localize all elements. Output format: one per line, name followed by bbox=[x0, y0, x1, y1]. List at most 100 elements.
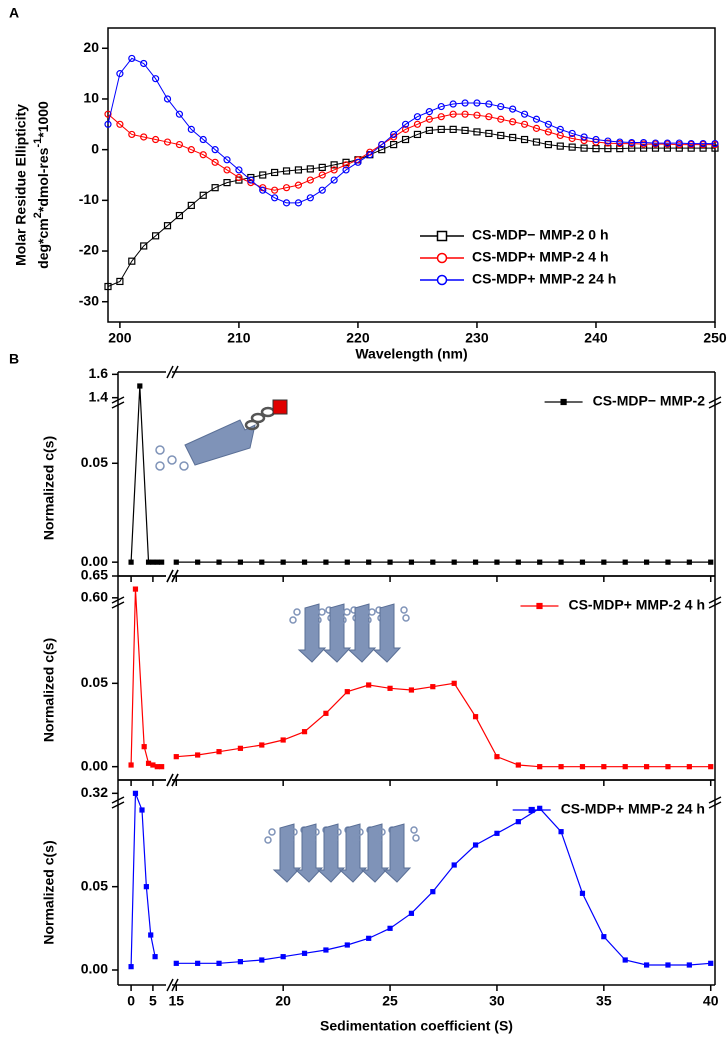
data-point bbox=[104, 120, 112, 128]
data-point bbox=[532, 115, 541, 123]
data-point bbox=[318, 163, 326, 171]
data-point bbox=[306, 176, 314, 184]
data-point bbox=[247, 176, 255, 184]
data-point bbox=[461, 126, 469, 134]
data-point bbox=[485, 113, 493, 121]
data-point bbox=[211, 146, 219, 154]
data-point bbox=[387, 685, 393, 691]
data-point bbox=[708, 559, 714, 565]
x-axis-label: Wavelength (nm) bbox=[355, 346, 467, 362]
x-tick-label: 240 bbox=[584, 330, 608, 346]
y-tick-label: 0.05 bbox=[81, 877, 108, 893]
data-point bbox=[580, 136, 588, 145]
fibril-icon bbox=[264, 823, 420, 883]
series-line bbox=[130, 385, 711, 563]
data-point bbox=[711, 144, 719, 152]
data-point bbox=[154, 559, 160, 565]
y-tick-label: 0.32 bbox=[81, 784, 108, 800]
data-point bbox=[601, 559, 607, 565]
data-point bbox=[711, 139, 719, 148]
data-point bbox=[520, 120, 529, 128]
data-point bbox=[665, 559, 671, 565]
data-point bbox=[318, 186, 326, 194]
y-axis-label-part: -1 bbox=[32, 138, 44, 148]
data-point bbox=[413, 130, 422, 139]
data-point bbox=[330, 176, 338, 184]
legend-label: CS-MDP+ MMP-2 4 h bbox=[472, 249, 609, 265]
x-tick-label: 210 bbox=[227, 330, 251, 346]
data-point bbox=[449, 100, 457, 108]
y-tick-label: 1.6 bbox=[89, 365, 109, 381]
data-point bbox=[509, 133, 517, 142]
data-point bbox=[537, 764, 543, 770]
series-line bbox=[107, 113, 715, 191]
data-point bbox=[663, 144, 671, 152]
data-point bbox=[280, 737, 286, 743]
axis-break bbox=[111, 601, 125, 609]
data-point bbox=[532, 138, 541, 146]
x-tick-label: 250 bbox=[703, 330, 727, 346]
axis-break bbox=[171, 569, 179, 583]
data-point bbox=[223, 166, 231, 174]
data-point bbox=[473, 128, 481, 136]
y-tick-label: 0 bbox=[91, 140, 99, 156]
data-point bbox=[216, 749, 222, 755]
data-point bbox=[580, 144, 588, 152]
data-point bbox=[173, 960, 179, 966]
data-point bbox=[497, 102, 505, 111]
plot-frame bbox=[107, 27, 716, 323]
data-point bbox=[175, 140, 184, 149]
y-axis-label: Molar Residue Ellipticity bbox=[13, 104, 29, 266]
data-point bbox=[451, 559, 457, 565]
y-tick-label: 20 bbox=[83, 39, 99, 55]
data-point bbox=[354, 158, 362, 166]
data-point bbox=[699, 139, 707, 148]
y-axis-label-part: 2 bbox=[32, 212, 44, 218]
data-point bbox=[344, 559, 350, 565]
x-tick-label: 15 bbox=[168, 993, 184, 1009]
data-point bbox=[494, 830, 500, 836]
data-point bbox=[173, 754, 179, 760]
axis-break bbox=[171, 978, 179, 992]
data-point bbox=[132, 790, 139, 796]
data-point bbox=[472, 714, 479, 720]
axis-break bbox=[708, 601, 722, 609]
x-tick-label: 220 bbox=[346, 330, 370, 346]
x-tick-label: 5 bbox=[149, 993, 157, 1009]
y-axis-label: Normalized c(s) bbox=[41, 436, 57, 540]
legend-label: CS-MDP− MMP-2 0 h bbox=[472, 227, 609, 243]
data-point bbox=[437, 113, 445, 121]
data-point bbox=[425, 115, 433, 123]
data-point bbox=[568, 143, 576, 151]
data-point bbox=[616, 138, 624, 146]
data-point bbox=[323, 559, 329, 565]
axis-break bbox=[708, 401, 722, 409]
legend-label: CS-MDP+ MMP-2 4 h bbox=[568, 597, 705, 613]
data-point bbox=[494, 754, 500, 760]
data-point bbox=[211, 184, 219, 192]
y-axis-label: Normalized c(s) bbox=[41, 840, 57, 944]
data-point bbox=[579, 559, 586, 565]
data-point bbox=[271, 186, 279, 194]
data-point bbox=[401, 120, 410, 128]
data-point bbox=[259, 559, 265, 565]
data-point bbox=[544, 120, 552, 128]
axis-break bbox=[111, 396, 125, 404]
data-point bbox=[175, 211, 184, 220]
x-tick-label: 200 bbox=[108, 330, 132, 346]
axis-break bbox=[171, 773, 179, 787]
data-point bbox=[430, 684, 436, 690]
y-tick-label: -30 bbox=[79, 292, 99, 308]
data-point bbox=[104, 282, 112, 291]
data-point bbox=[259, 742, 265, 748]
data-point bbox=[271, 194, 279, 202]
data-point bbox=[301, 559, 308, 565]
y-axis-label-part: *1000 bbox=[35, 101, 51, 138]
data-point bbox=[163, 222, 172, 230]
data-point bbox=[366, 935, 372, 941]
data-point bbox=[556, 125, 564, 133]
data-point bbox=[520, 110, 529, 118]
series-line bbox=[107, 128, 715, 287]
data-point bbox=[137, 383, 143, 389]
